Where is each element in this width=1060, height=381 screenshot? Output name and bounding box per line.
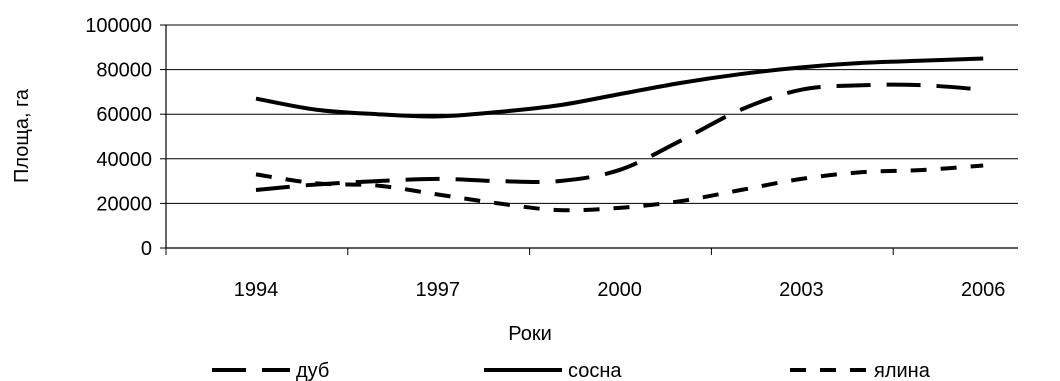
legend-label: ялина <box>874 360 931 381</box>
legend-label: сосна <box>568 360 622 381</box>
y-tick-label: 40000 <box>96 149 152 171</box>
x-tick-label: 2006 <box>961 279 1006 301</box>
y-axis-title: Площа, га <box>11 88 33 183</box>
series-lines <box>256 58 983 210</box>
series-line-solid <box>256 58 983 116</box>
x-tick-label: 2003 <box>779 279 824 301</box>
x-tick-labels: 1994 1997 2000 2003 2006 <box>234 279 1006 301</box>
y-tick-label: 0 <box>141 238 152 260</box>
y-tick-label: 80000 <box>96 60 152 82</box>
y-tick-labels: 0 20000 40000 60000 80000 100000 <box>85 15 152 260</box>
y-tick-label: 60000 <box>96 104 152 126</box>
series-line-long-dash <box>256 85 983 190</box>
x-axis-title: Роки <box>508 323 552 345</box>
legend: дуб сосна ялина <box>212 360 931 381</box>
x-tick-label: 2000 <box>597 279 642 301</box>
legend-label: дуб <box>296 360 329 381</box>
x-tick-label: 1997 <box>416 279 461 301</box>
y-tick-label: 20000 <box>96 193 152 215</box>
x-tick-label: 1994 <box>234 279 279 301</box>
y-tick-label: 100000 <box>85 15 152 37</box>
gridlines <box>160 25 1018 248</box>
